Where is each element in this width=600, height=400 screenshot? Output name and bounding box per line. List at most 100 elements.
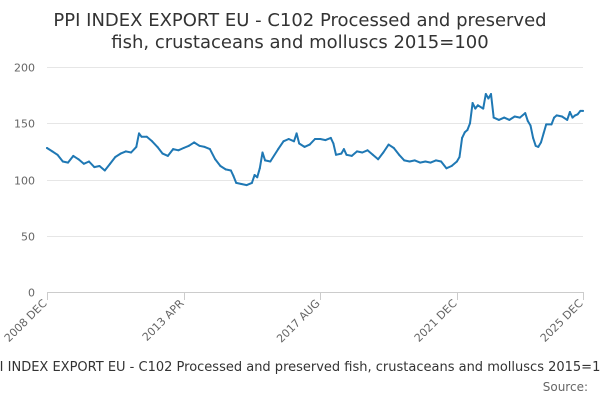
data-point: [392, 147, 395, 149]
data-point: [119, 152, 122, 155]
y-tick-label: 200: [14, 62, 35, 75]
data-point: [130, 151, 133, 154]
data-point: [232, 175, 235, 178]
data-point: [253, 174, 256, 176]
data-point: [377, 158, 380, 161]
data-point: [455, 160, 458, 163]
data-point: [482, 107, 485, 110]
data-point: [463, 131, 466, 134]
data-point: [172, 148, 175, 151]
line-chart: 0 50 100 150 200 2008 DEC 2013 APR 2017 AUG 2021…: [2, 62, 586, 346]
data-point: [98, 165, 101, 167]
data-point: [156, 145, 159, 148]
data-point: [532, 136, 535, 139]
data-point: [161, 152, 164, 155]
data-point: [492, 116, 495, 119]
data-point: [182, 147, 185, 149]
data-point: [308, 143, 311, 146]
data-point: [361, 151, 364, 154]
data-point: [293, 140, 295, 143]
data-point: [413, 159, 416, 162]
y-tick-label: 100: [14, 175, 35, 188]
data-point: [314, 138, 316, 140]
data-point: [140, 135, 143, 138]
x-tick-label: 2025 DEC: [538, 297, 586, 345]
data-point: [403, 159, 406, 162]
data-point: [545, 123, 548, 126]
data-point: [208, 148, 211, 151]
data-point: [46, 147, 48, 149]
data-point: [203, 145, 206, 148]
data-point: [219, 165, 222, 167]
data-point: [476, 104, 479, 107]
data-point: [579, 109, 582, 112]
data-point: [345, 153, 348, 156]
data-point: [51, 150, 54, 153]
data-point: [508, 118, 511, 121]
legend-label: PPI INDEX EXPORT EU - C102 Processed and…: [0, 360, 600, 375]
data-point: [235, 181, 238, 184]
data-point: [187, 144, 190, 147]
grid-layer: [47, 67, 583, 237]
data-point: [550, 123, 553, 126]
data-point: [256, 176, 259, 179]
data-point: [424, 160, 427, 163]
data-point: [61, 160, 64, 163]
data-point: [103, 169, 106, 172]
data-point: [571, 116, 574, 119]
data-point: [324, 139, 327, 142]
data-point: [542, 132, 545, 135]
data-point: [335, 153, 337, 156]
data-point: [484, 93, 487, 95]
data-point: [356, 150, 358, 153]
data-point: [261, 151, 264, 154]
data-point: [461, 136, 464, 139]
data-point: [151, 140, 154, 143]
data-point: [72, 154, 75, 157]
data-point: [350, 154, 353, 157]
data-point: [258, 167, 261, 170]
x-tick-label: 2021 DEC: [412, 297, 460, 345]
data-point: [497, 118, 500, 121]
data-point: [124, 150, 127, 153]
x-tick-label: 2013 APR: [140, 297, 187, 344]
data-point: [434, 159, 437, 162]
data-point: [566, 118, 569, 121]
data-point: [574, 114, 577, 117]
data-point: [135, 145, 138, 148]
data-point: [537, 145, 540, 148]
series-line: [46, 93, 584, 187]
data-point: [319, 138, 322, 140]
x-tick-label: 2017 AUG: [274, 297, 323, 346]
data-point: [77, 158, 80, 161]
data-point: [193, 141, 196, 144]
data-point: [471, 102, 474, 104]
data-point: [366, 149, 369, 152]
data-point: [342, 148, 345, 151]
chart-title-line-1: PPI INDEX EXPORT EU - C102 Processed and…: [53, 10, 547, 31]
data-point: [245, 184, 248, 187]
axis-layer: [47, 292, 584, 300]
data-point: [398, 153, 401, 156]
y-tick-label: 150: [14, 118, 35, 131]
data-point: [138, 132, 140, 135]
label-layer: 0 50 100 150 200 2008 DEC 2013 APR 2017 AUG 2021…: [2, 62, 586, 346]
data-point: [387, 143, 390, 146]
source-label: Source:: [542, 380, 588, 394]
data-point: [487, 97, 490, 100]
data-point: [561, 115, 563, 118]
data-point: [229, 169, 232, 172]
y-tick-label: 50: [21, 231, 35, 244]
data-point: [298, 142, 301, 145]
data-point: [282, 140, 285, 143]
data-point: [287, 138, 290, 140]
data-point: [332, 142, 335, 145]
data-point: [329, 136, 332, 139]
data-point: [576, 113, 579, 116]
data-point: [277, 148, 280, 151]
data-point: [458, 156, 461, 158]
data-point: [198, 144, 201, 147]
data-point: [450, 165, 453, 167]
data-point: [555, 114, 558, 117]
